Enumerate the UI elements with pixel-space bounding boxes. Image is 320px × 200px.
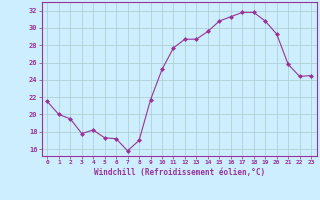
X-axis label: Windchill (Refroidissement éolien,°C): Windchill (Refroidissement éolien,°C)	[94, 168, 265, 177]
